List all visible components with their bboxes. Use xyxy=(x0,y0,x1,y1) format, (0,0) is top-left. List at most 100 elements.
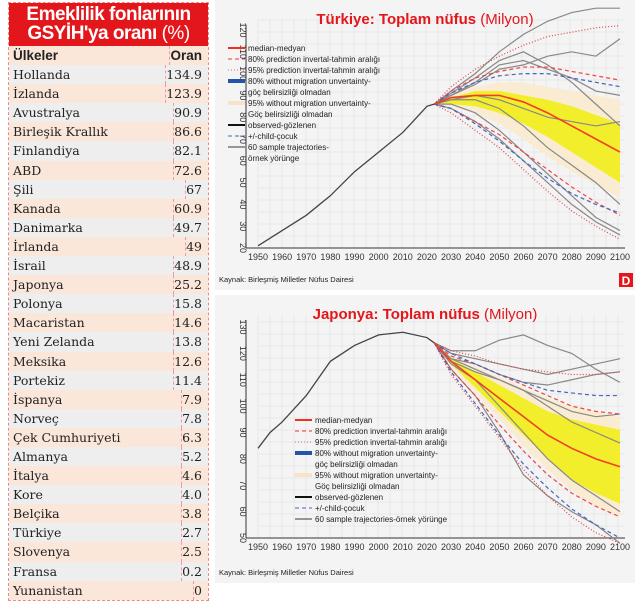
sample-trajectory xyxy=(434,94,621,127)
ratio-value: 123.9 xyxy=(166,86,202,102)
sample-trajectory xyxy=(433,334,621,383)
table-row: Belçika 3.8 xyxy=(9,504,208,524)
ratio-value: 11.4 xyxy=(174,372,202,388)
child-line xyxy=(433,342,621,539)
table-row: İtalya 4.6 xyxy=(9,466,208,486)
x-tick-label: 2050 xyxy=(489,542,509,552)
japan-chart: 1950 1960 1970 1980 1990 2000 2010 2020 2030 2040… xyxy=(219,306,630,577)
country-name: Yeni Zelanda xyxy=(13,332,175,352)
ratio-value: 67 xyxy=(186,181,202,197)
country-name: İtalya xyxy=(13,466,183,486)
table-row: Fransa 0.2 xyxy=(9,561,208,581)
table-row: Şili 67 xyxy=(9,179,208,199)
x-tick-label: 2080 xyxy=(562,542,582,552)
table-row: Japonya 25.2 xyxy=(9,275,208,295)
y-tick-label: 80 xyxy=(238,112,248,122)
pi80-line xyxy=(433,342,621,415)
table-row: Danimarka 49.7 xyxy=(9,217,208,237)
pi80-line xyxy=(433,66,621,105)
y-tick-label: 110 xyxy=(238,373,248,387)
ratio-value: 7.8 xyxy=(182,410,202,426)
sample-trajectory xyxy=(434,103,621,232)
country-name: ABD xyxy=(13,160,175,180)
y-tick-label: 70 xyxy=(238,134,248,144)
country-name: Hollanda xyxy=(13,65,167,85)
x-tick-label: 2030 xyxy=(441,542,461,552)
sample-trajectory xyxy=(433,51,621,127)
y-tick-label: 40 xyxy=(238,199,248,209)
y-tick-label: 20 xyxy=(238,243,248,253)
ratio-value: 49 xyxy=(186,238,202,254)
legend-item: göç belirsizliği olmadan xyxy=(248,88,331,97)
pi95-line xyxy=(433,25,621,105)
turkey-chart-panel: 1950 1960 1970 1980 1990 2000 2010 2020 2030 2040… xyxy=(215,0,635,290)
country-name: Macaristan xyxy=(13,313,175,333)
legend-item: göç belirsizliği olmadan xyxy=(315,460,398,469)
legend-item: 80% without migration unvertainty- xyxy=(248,77,371,86)
x-tick-label: 2000 xyxy=(369,252,389,262)
x-tick-label: 2020 xyxy=(417,252,437,262)
y-tick-label: 60 xyxy=(238,156,248,166)
country-name: Portekiz xyxy=(13,370,175,390)
table-row: Yeni Zelanda 13.8 xyxy=(9,332,208,352)
legend-item: median-medyan xyxy=(248,44,305,53)
country-name: Türkiye xyxy=(13,523,183,543)
legend-item: Göç belirsizliği olmadan xyxy=(315,482,399,491)
legend-item: 95% without migration unvertainty- xyxy=(315,471,438,480)
table-row: Kore 4.0 xyxy=(9,485,208,505)
ratio-value: 13.8 xyxy=(174,334,202,350)
x-tick-label: 2060 xyxy=(513,542,533,552)
y-tick-label: 90 xyxy=(238,427,248,437)
logo-badge xyxy=(619,273,633,287)
x-tick-label: 1960 xyxy=(272,252,292,262)
x-tick-label: 2010 xyxy=(393,252,413,262)
turkey-chart: 1950 1960 1970 1980 1990 2000 2010 2020 2030 2040… xyxy=(219,7,633,288)
table-title: Emeklilik fonlarının GSYİH'ya oranı (%) xyxy=(9,3,208,46)
y-tick-label: 50 xyxy=(238,178,248,188)
country-name: Fransa xyxy=(13,561,183,581)
ratio-value: 25.2 xyxy=(174,277,202,293)
observed-line xyxy=(257,103,435,247)
x-tick-label: 2070 xyxy=(538,542,558,552)
title-text: Türkiye: Toplam nüfus xyxy=(316,11,476,28)
ratio-value: 6.3 xyxy=(182,429,202,445)
legend-item: +/-child-çocuk xyxy=(248,132,299,141)
legend-item: 95% prediction invertal-tahmin aralığı xyxy=(248,66,380,75)
table-row: İspanya 7.9 xyxy=(9,389,208,409)
table-row: Meksika 12.6 xyxy=(9,351,208,371)
title-unit: (%) xyxy=(161,23,191,44)
country-name: Almanya xyxy=(13,446,183,467)
observed-line xyxy=(257,331,435,449)
country-name: Polonya xyxy=(13,294,175,314)
ratio-value: 5.2 xyxy=(182,448,202,464)
country-name: İsrail xyxy=(13,256,175,276)
x-tick-label: 2060 xyxy=(513,252,533,262)
legend-item: observed-gözlenen xyxy=(315,493,383,502)
ratio-value: 82.1 xyxy=(174,143,202,159)
title-text: GSYİH'ya oranı xyxy=(27,23,157,44)
ratio-value: 86.6 xyxy=(174,124,202,140)
legend-item: 80% prediction invertal-tahmin aralığı xyxy=(248,55,380,64)
x-tick-label: 2000 xyxy=(369,542,389,552)
ratio-value: 72.6 xyxy=(174,162,202,178)
sample-trajectory xyxy=(433,342,621,513)
col-country: Ülkeler xyxy=(13,46,171,66)
country-name: Şili xyxy=(13,179,187,199)
sample-trajectory xyxy=(434,99,621,205)
chart-title: Türkiye: Toplam nüfus (Milyon) xyxy=(316,11,533,28)
country-name: Kore xyxy=(13,485,183,505)
country-name: İspanya xyxy=(13,389,183,409)
x-tick-label: 2100 xyxy=(610,542,630,552)
table-row: Hollanda 134.9 xyxy=(9,65,208,85)
x-tick-label: 2090 xyxy=(586,542,606,552)
y-tick-label: 50 xyxy=(238,533,248,543)
sample-trajectory xyxy=(433,59,621,105)
x-tick-label: 1980 xyxy=(320,252,340,262)
title-unit: (Milyon) xyxy=(476,11,534,28)
sample-trajectory xyxy=(433,7,620,105)
table-header: Ülkeler Oran xyxy=(9,46,208,66)
table-row: Kanada 60.9 xyxy=(9,198,208,218)
table-row: Macaristan 14.6 xyxy=(9,313,208,333)
x-tick-label: 2100 xyxy=(610,252,630,262)
ratio-value: 4.6 xyxy=(182,468,202,484)
